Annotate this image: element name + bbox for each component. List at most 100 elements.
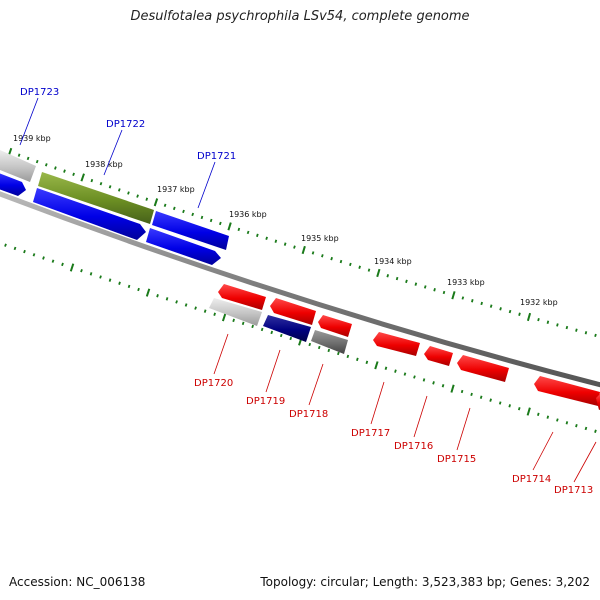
minor-tick: [384, 366, 388, 370]
major-tick: [374, 361, 379, 370]
gene-arrow-red: [457, 355, 509, 382]
label-leader-line: [19, 97, 39, 146]
minor-tick: [108, 278, 112, 282]
kbp-label: 1934 kbp: [374, 257, 412, 266]
forward-gene-row: [0, 150, 229, 265]
kbp-label: 1938 kbp: [85, 160, 123, 169]
minor-tick: [358, 265, 361, 269]
minor-tick: [256, 233, 259, 238]
minor-tick: [327, 348, 331, 353]
outer-tick-ring: [7, 147, 597, 338]
minor-tick: [537, 412, 540, 417]
minor-tick: [460, 389, 464, 394]
minor-tick: [317, 345, 321, 350]
major-tick: [526, 407, 531, 416]
gene-arrow-red: [218, 284, 266, 310]
minor-tick: [442, 290, 446, 295]
label-leader-line: [103, 129, 123, 176]
minor-tick: [441, 384, 445, 388]
minor-tick: [237, 227, 241, 232]
minor-tick: [470, 392, 473, 397]
minor-tick: [32, 253, 36, 257]
minor-tick: [499, 307, 502, 311]
minor-tick: [330, 256, 333, 261]
minor-tick: [433, 288, 436, 292]
gene-arrow-blue: [33, 188, 146, 240]
minor-tick: [17, 153, 21, 157]
label-leader-line: [213, 333, 229, 375]
major-tick: [153, 198, 159, 207]
minor-tick: [339, 259, 343, 264]
kbp-label: 1935 kbp: [301, 234, 339, 243]
minor-tick: [289, 336, 293, 341]
minor-tick: [241, 321, 245, 326]
gene-label-DP1713: DP1713: [554, 485, 593, 496]
gene-label-DP1715: DP1715: [437, 454, 476, 465]
minor-tick: [274, 239, 278, 243]
minor-tick: [414, 282, 418, 286]
minor-tick: [219, 221, 222, 226]
minor-tick: [172, 206, 176, 211]
gene-arrow-grey: [209, 298, 262, 326]
minor-tick: [127, 191, 130, 195]
accession-label: Accession: NC_006138: [9, 575, 146, 589]
minor-tick: [556, 418, 559, 422]
minor-tick: [365, 360, 369, 365]
minor-tick: [108, 185, 112, 189]
major-tick: [451, 291, 456, 300]
gene-arrow-grey: [311, 330, 348, 354]
minor-tick: [145, 197, 149, 201]
major-tick: [376, 268, 381, 278]
forward-gene-labels: DP1723 DP1722 DP1721: [19, 87, 236, 209]
minor-tick: [594, 429, 597, 433]
label-leader-line: [308, 363, 324, 406]
minor-tick: [54, 166, 57, 170]
minor-tick: [432, 381, 435, 385]
label-leader-line: [265, 349, 281, 393]
minor-tick: [471, 299, 474, 303]
gene-arrow-olive: [38, 172, 154, 224]
gene-label-DP1721: DP1721: [197, 151, 236, 162]
minor-tick: [517, 407, 521, 411]
minor-tick: [4, 243, 7, 247]
genome-summary: Topology: circular; Length: 3,523,383 bp…: [260, 575, 590, 589]
gene-arrow-red: [318, 315, 352, 337]
gene-arrow-red: [373, 332, 420, 356]
minor-tick: [246, 230, 250, 235]
major-tick: [221, 313, 227, 322]
kbp-label: 1937 kbp: [157, 185, 195, 194]
minor-tick: [89, 272, 93, 276]
gene-arrow-navy: [263, 315, 311, 342]
minor-tick: [413, 375, 416, 379]
minor-tick: [99, 275, 102, 279]
minor-tick: [394, 369, 397, 373]
minor-tick: [346, 354, 350, 359]
minor-tick: [594, 333, 597, 338]
minor-tick: [575, 423, 578, 428]
minor-tick: [479, 395, 483, 399]
minor-tick: [165, 297, 169, 301]
minor-tick: [321, 254, 324, 258]
minor-tick: [191, 212, 195, 217]
kbp-label: 1933 kbp: [447, 278, 485, 287]
genome-backbone: [0, 191, 600, 388]
label-leader-line: [456, 407, 471, 451]
gene-label-DP1723: DP1723: [20, 87, 59, 98]
minor-tick: [156, 294, 159, 298]
major-tick: [301, 245, 306, 255]
minor-tick: [265, 236, 268, 240]
minor-tick: [72, 172, 75, 177]
minor-tick: [35, 159, 39, 164]
reverse-gene-labels: DP1720 DP1719 DP1718 DP1717 DP1716 DP171…: [194, 333, 597, 496]
gene-arrow-blue: [152, 211, 229, 250]
minor-tick: [184, 303, 188, 307]
gene-label-DP1722: DP1722: [106, 119, 145, 130]
minor-tick: [308, 342, 312, 347]
minor-tick: [556, 323, 559, 327]
minor-tick: [260, 327, 264, 332]
major-tick: [526, 312, 532, 322]
minor-tick: [565, 421, 569, 425]
label-leader-line: [413, 395, 428, 438]
minor-tick: [356, 357, 359, 362]
